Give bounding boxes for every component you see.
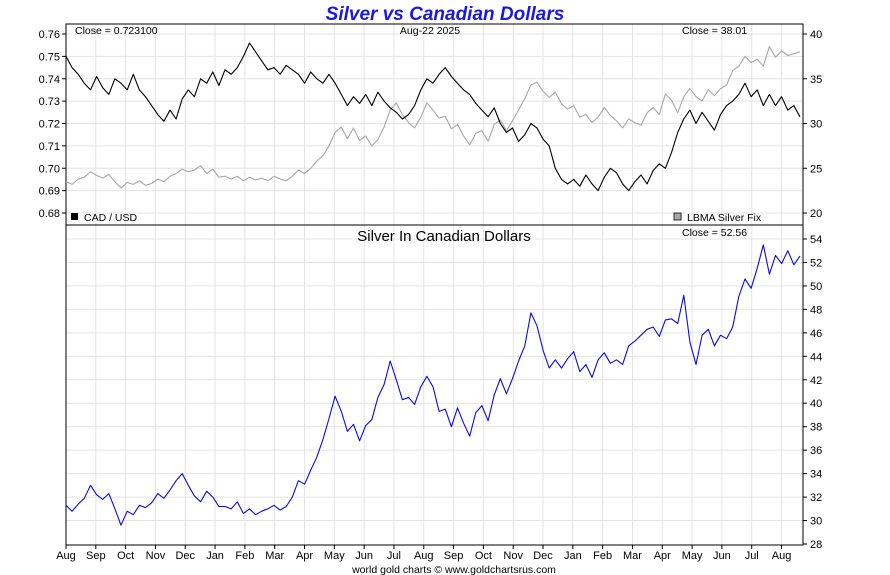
right-tick-label: 25 (810, 163, 822, 175)
x-tick-label: Jun (355, 550, 373, 562)
bottom-right-tick-label: 46 (810, 328, 822, 340)
left-tick-label: 0.70 (39, 163, 60, 175)
x-tick-label: Oct (117, 550, 134, 562)
left-tick-label: 0.76 (39, 29, 60, 41)
lbma-silver-line (65, 45, 801, 189)
x-tick-label: Nov (503, 550, 523, 562)
bottom-right-tick-label: 40 (810, 398, 822, 410)
top-panel-grid (66, 24, 803, 225)
silver-close-label: Close = 38.01 (682, 25, 747, 37)
x-tick-label: Aug (772, 550, 792, 562)
right-tick-label: 20 (810, 208, 822, 220)
bottom-right-tick-label: 34 (810, 469, 822, 481)
x-tick-label: May (682, 550, 703, 562)
x-tick-label: Jul (387, 550, 401, 562)
silver-cad-close-label: Close = 52.56 (682, 227, 747, 239)
x-tick-label: Aug (414, 550, 434, 562)
right-tick-label: 30 (810, 119, 822, 131)
left-tick-label: 0.71 (39, 141, 60, 153)
bottom-right-tick-label: 42 (810, 375, 822, 387)
chart-title: Silver vs Canadian Dollars (326, 4, 565, 25)
bottom-panel-title: Silver In Canadian Dollars (357, 228, 530, 245)
bottom-right-tick-label: 36 (810, 445, 822, 457)
right-tick-label: 40 (810, 29, 822, 41)
bottom-right-tick-label: 38 (810, 422, 822, 434)
silver-cad-line (65, 244, 801, 526)
date-label: Aug-22 2025 (400, 25, 460, 37)
x-tick-label: Aug (56, 550, 76, 562)
bottom-right-tick-label: 30 (810, 516, 822, 528)
left-tick-label: 0.73 (39, 96, 60, 108)
bottom-right-tick-label: 52 (810, 257, 822, 269)
x-tick-label: Sep (86, 550, 106, 562)
x-tick-label: Sep (444, 550, 464, 562)
left-tick-label: 0.69 (39, 186, 60, 198)
left-tick-label: 0.75 (39, 51, 60, 63)
bottom-right-tick-label: 44 (810, 351, 822, 363)
silver-legend-label: LBMA Silver Fix (687, 212, 762, 224)
x-tick-label: Apr (296, 550, 313, 562)
x-tick-label: Feb (593, 550, 612, 562)
x-tick-label: Jan (564, 550, 582, 562)
x-tick-label: Dec (175, 550, 195, 562)
bottom-right-tick-label: 54 (810, 234, 822, 246)
left-tick-label: 0.68 (39, 208, 60, 220)
x-tick-label: Jun (713, 550, 731, 562)
cad-close-label: Close = 0.723100 (75, 25, 158, 37)
right-tick-label: 35 (810, 74, 822, 86)
bottom-right-axis: 54 52 50 48 46 44 42 40 38 36 34 32 30 28 (803, 234, 822, 551)
silver-cad-series (65, 244, 801, 526)
lbma-silver-series (65, 45, 801, 189)
bottom-panel-frame (65, 224, 804, 546)
x-tick-label: Mar (265, 550, 284, 562)
cad-usd-line (65, 42, 801, 192)
cad-usd-series (65, 42, 801, 192)
bottom-right-tick-label: 32 (810, 492, 822, 504)
footer-credit: world gold charts © www.goldchartsrus.co… (351, 564, 556, 575)
x-tick-label: Jul (745, 550, 759, 562)
bottom-right-tick-label: 48 (810, 304, 822, 316)
x-tick-label: Oct (475, 550, 492, 562)
x-tick-label: Jan (206, 550, 224, 562)
left-tick-label: 0.74 (39, 74, 60, 86)
x-tick-label: Dec (533, 550, 553, 562)
silver-legend-swatch (673, 212, 682, 221)
bottom-panel-grid (66, 225, 803, 545)
x-tick-label: Apr (654, 550, 671, 562)
bottom-right-tick-label: 50 (810, 281, 822, 293)
x-tick-label: Mar (623, 550, 642, 562)
top-left-axis: 0.76 0.75 0.74 0.73 0.72 0.71 0.70 0.69 0.68 (39, 29, 66, 220)
cad-legend-swatch (71, 213, 78, 220)
cad-legend-label: CAD / USD (84, 212, 138, 224)
x-tick-label: Feb (235, 550, 254, 562)
top-right-axis: 40 35 30 25 20 (803, 29, 822, 220)
left-tick-label: 0.72 (39, 119, 60, 131)
bottom-right-tick-label: 28 (810, 539, 822, 551)
x-tick-label: May (324, 550, 345, 562)
x-axis: Aug Sep Oct Nov Dec Jan Feb Mar Apr May Jun Jul Aug S… (56, 545, 791, 562)
x-tick-label: Nov (146, 550, 166, 562)
